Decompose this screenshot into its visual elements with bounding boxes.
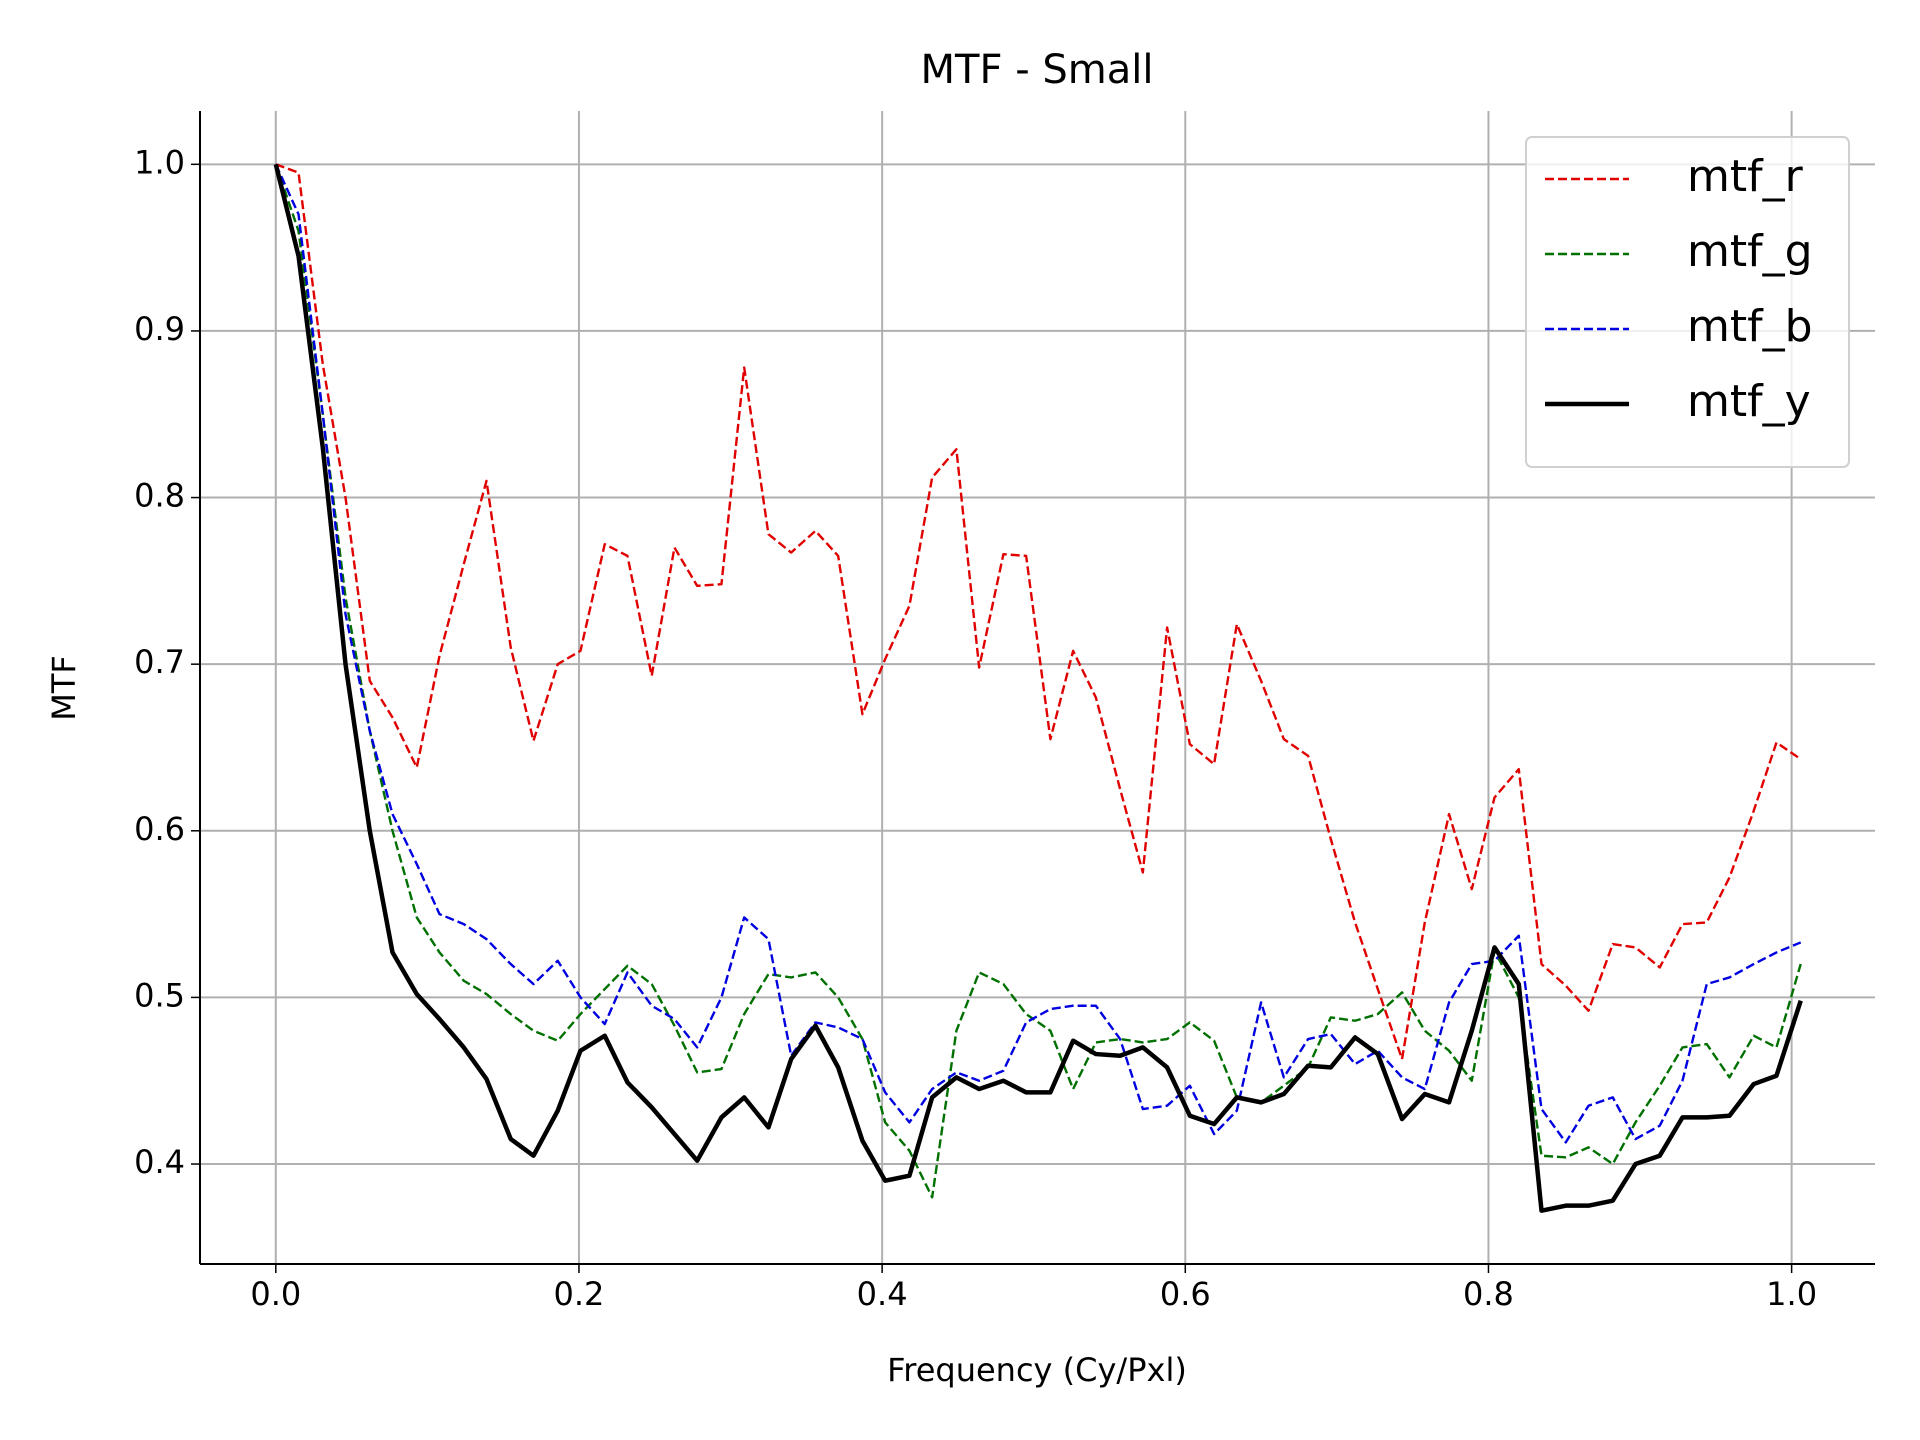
x-tick-label: 0.2 bbox=[554, 1275, 605, 1313]
y-tick-label: 1.0 bbox=[134, 143, 185, 181]
legend-label: mtf_b bbox=[1687, 301, 1813, 352]
x-tick-label: 1.0 bbox=[1766, 1275, 1817, 1313]
legend-label: mtf_y bbox=[1687, 376, 1811, 427]
series-line bbox=[274, 163, 1802, 1144]
series-line bbox=[274, 163, 1802, 1199]
y-tick-label: 0.6 bbox=[134, 810, 185, 848]
y-tick-label: 0.8 bbox=[134, 477, 185, 515]
legend-label: mtf_g bbox=[1687, 226, 1813, 277]
series-line bbox=[275, 163, 1802, 1061]
y-tick-label: 0.7 bbox=[134, 643, 185, 681]
x-tick-label: 0.0 bbox=[250, 1275, 301, 1313]
y-tick-label: 0.4 bbox=[134, 1143, 185, 1181]
x-tick-label: 0.6 bbox=[1160, 1275, 1211, 1313]
y-tick-label: 0.5 bbox=[134, 976, 185, 1014]
legend-box bbox=[1525, 136, 1850, 468]
y-tick-label: 0.9 bbox=[134, 310, 185, 348]
x-axis-label: Frequency (Cy/Pxl) bbox=[887, 1351, 1187, 1389]
x-tick-label: 0.4 bbox=[857, 1275, 908, 1313]
legend-label: mtf_r bbox=[1687, 151, 1804, 202]
chart-title: MTF - Small bbox=[921, 47, 1154, 93]
series-line bbox=[273, 163, 1803, 1213]
y-axis-label: MTF bbox=[45, 655, 83, 721]
x-tick-label: 0.8 bbox=[1463, 1275, 1514, 1313]
